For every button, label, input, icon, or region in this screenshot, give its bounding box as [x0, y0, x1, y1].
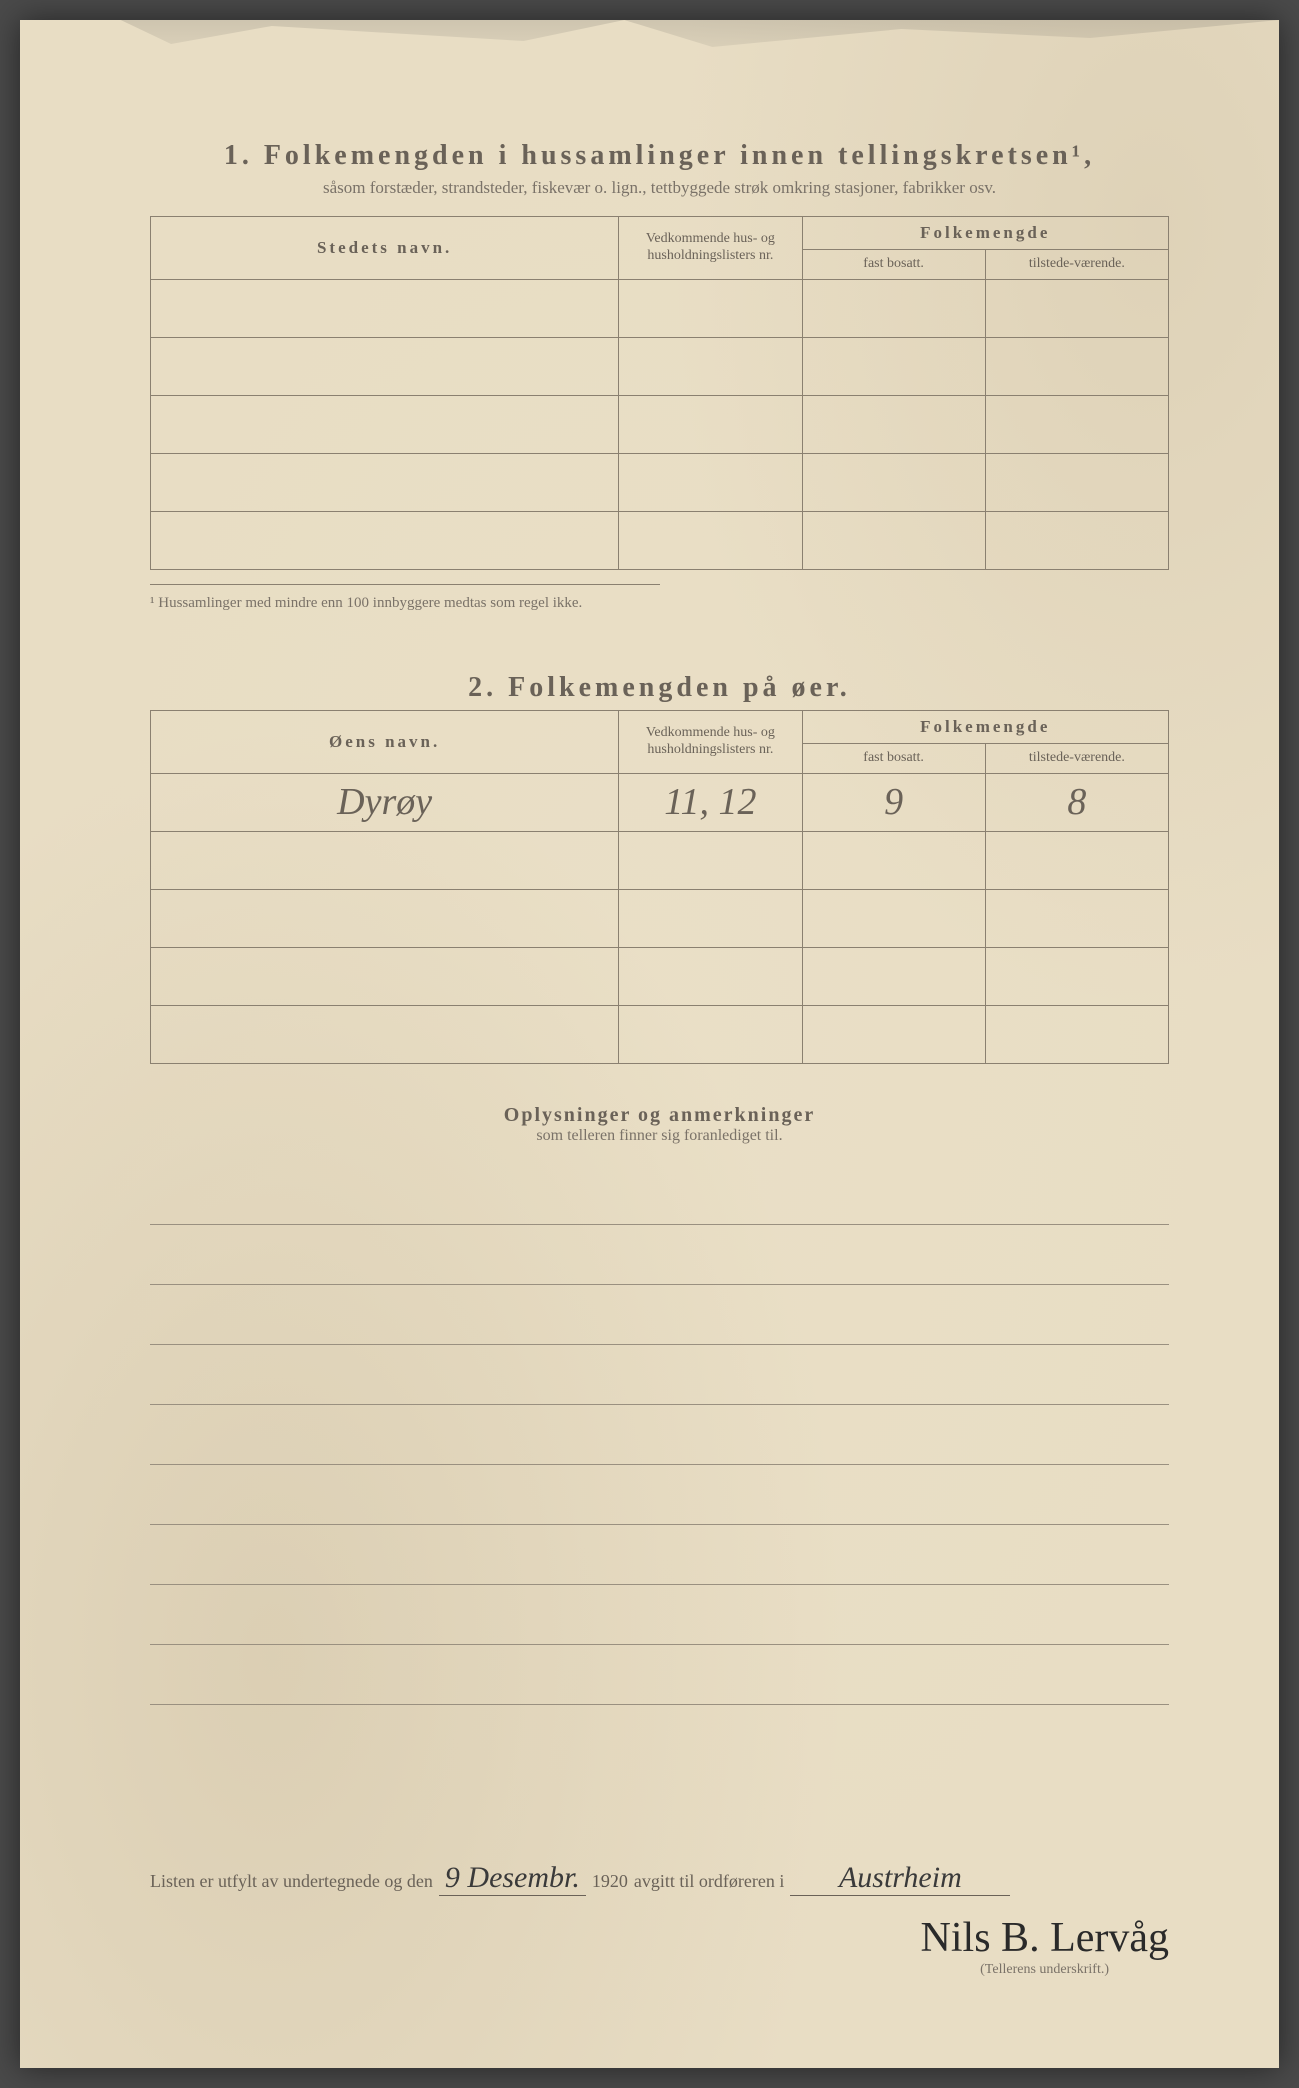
cell-nr: 11, 12: [619, 773, 802, 831]
table-row: [151, 279, 1169, 337]
col-folkemengde: Folkemengde: [802, 217, 1169, 250]
signature-block: Listen er utfylt av undertegnede og den …: [150, 1861, 1169, 1978]
col-tilstede: tilstede-værende.: [985, 250, 1168, 280]
remarks-lines: [150, 1165, 1169, 1705]
blank-line: [150, 1285, 1169, 1345]
col-oens-navn: Øens navn.: [151, 710, 619, 773]
section-2-title: 2. Folkemengden på øer.: [150, 672, 1169, 704]
table-row: [151, 337, 1169, 395]
cell-island-name: Dyrøy: [151, 773, 619, 831]
remarks-section: Oplysninger og anmerkninger som telleren…: [150, 1104, 1169, 1705]
blank-line: [150, 1345, 1169, 1405]
cell-fast: 9: [802, 773, 985, 831]
section-1-number: 1.: [224, 140, 253, 171]
table-row: [151, 947, 1169, 1005]
table-row: [151, 1005, 1169, 1063]
cell-til: 8: [985, 773, 1168, 831]
signature-line: Listen er utfylt av undertegnede og den …: [150, 1861, 1169, 1896]
section-1-footnote: ¹ Hussamlinger med mindre enn 100 innbyg…: [150, 584, 660, 612]
table-1-body: [151, 279, 1169, 569]
blank-line: [150, 1645, 1169, 1705]
sig-place: Austrheim: [790, 1861, 1010, 1896]
col-listers-nr: Vedkommende hus- og husholdningslisters …: [619, 217, 802, 280]
sig-prefix: Listen er utfylt av undertegnede og den: [150, 1871, 433, 1892]
blank-line: [150, 1225, 1169, 1285]
section-1-title: 1. Folkemengden i hussamlinger innen tel…: [150, 140, 1169, 172]
col-tilstede-2: tilstede-værende.: [985, 743, 1168, 773]
col-listers-nr-2: Vedkommende hus- og husholdningslisters …: [619, 710, 802, 773]
col-stedets-navn: Stedets navn.: [151, 217, 619, 280]
section-1: 1. Folkemengden i hussamlinger innen tel…: [150, 140, 1169, 612]
signature-caption: (Tellerens underskrift.): [150, 1962, 1169, 1978]
remarks-subtitle: som telleren finner sig foranlediget til…: [150, 1127, 1169, 1145]
table-row: [151, 831, 1169, 889]
table-2-body: Dyrøy 11, 12 9 8: [151, 773, 1169, 1063]
section-1-subtitle: såsom forstæder, strandsteder, fiskevær …: [150, 178, 1169, 198]
col-fast-bosatt: fast bosatt.: [802, 250, 985, 280]
col-folkemengde-2: Folkemengde: [802, 710, 1169, 743]
sig-mid: avgitt til ordføreren i: [634, 1871, 784, 1892]
table-row: Dyrøy 11, 12 9 8: [151, 773, 1169, 831]
blank-line: [150, 1405, 1169, 1465]
signature-name: Nils B. Lervåg: [150, 1914, 1169, 1962]
paper-torn-edge: [20, 20, 1279, 80]
blank-line: [150, 1165, 1169, 1225]
table-row: [151, 453, 1169, 511]
table-row: [151, 511, 1169, 569]
census-form-page: 1. Folkemengden i hussamlinger innen tel…: [20, 20, 1279, 2068]
blank-line: [150, 1585, 1169, 1645]
table-row: [151, 395, 1169, 453]
table-row: [151, 889, 1169, 947]
remarks-title: Oplysninger og anmerkninger: [150, 1104, 1169, 1127]
table-hussamlinger: Stedets navn. Vedkommende hus- og hushol…: [150, 216, 1169, 570]
sig-date: 9 Desembr.: [439, 1861, 586, 1896]
blank-line: [150, 1465, 1169, 1525]
section-2: 2. Folkemengden på øer. Øens navn. Vedko…: [150, 672, 1169, 1064]
col-fast-bosatt-2: fast bosatt.: [802, 743, 985, 773]
sig-year: 1920: [592, 1871, 628, 1892]
blank-line: [150, 1525, 1169, 1585]
section-2-title-text: Folkemengden på øer.: [508, 672, 851, 703]
table-oer: Øens navn. Vedkommende hus- og husholdni…: [150, 710, 1169, 1064]
section-2-number: 2.: [468, 672, 497, 703]
section-1-title-text: Folkemengden i hussamlinger innen tellin…: [264, 140, 1095, 171]
